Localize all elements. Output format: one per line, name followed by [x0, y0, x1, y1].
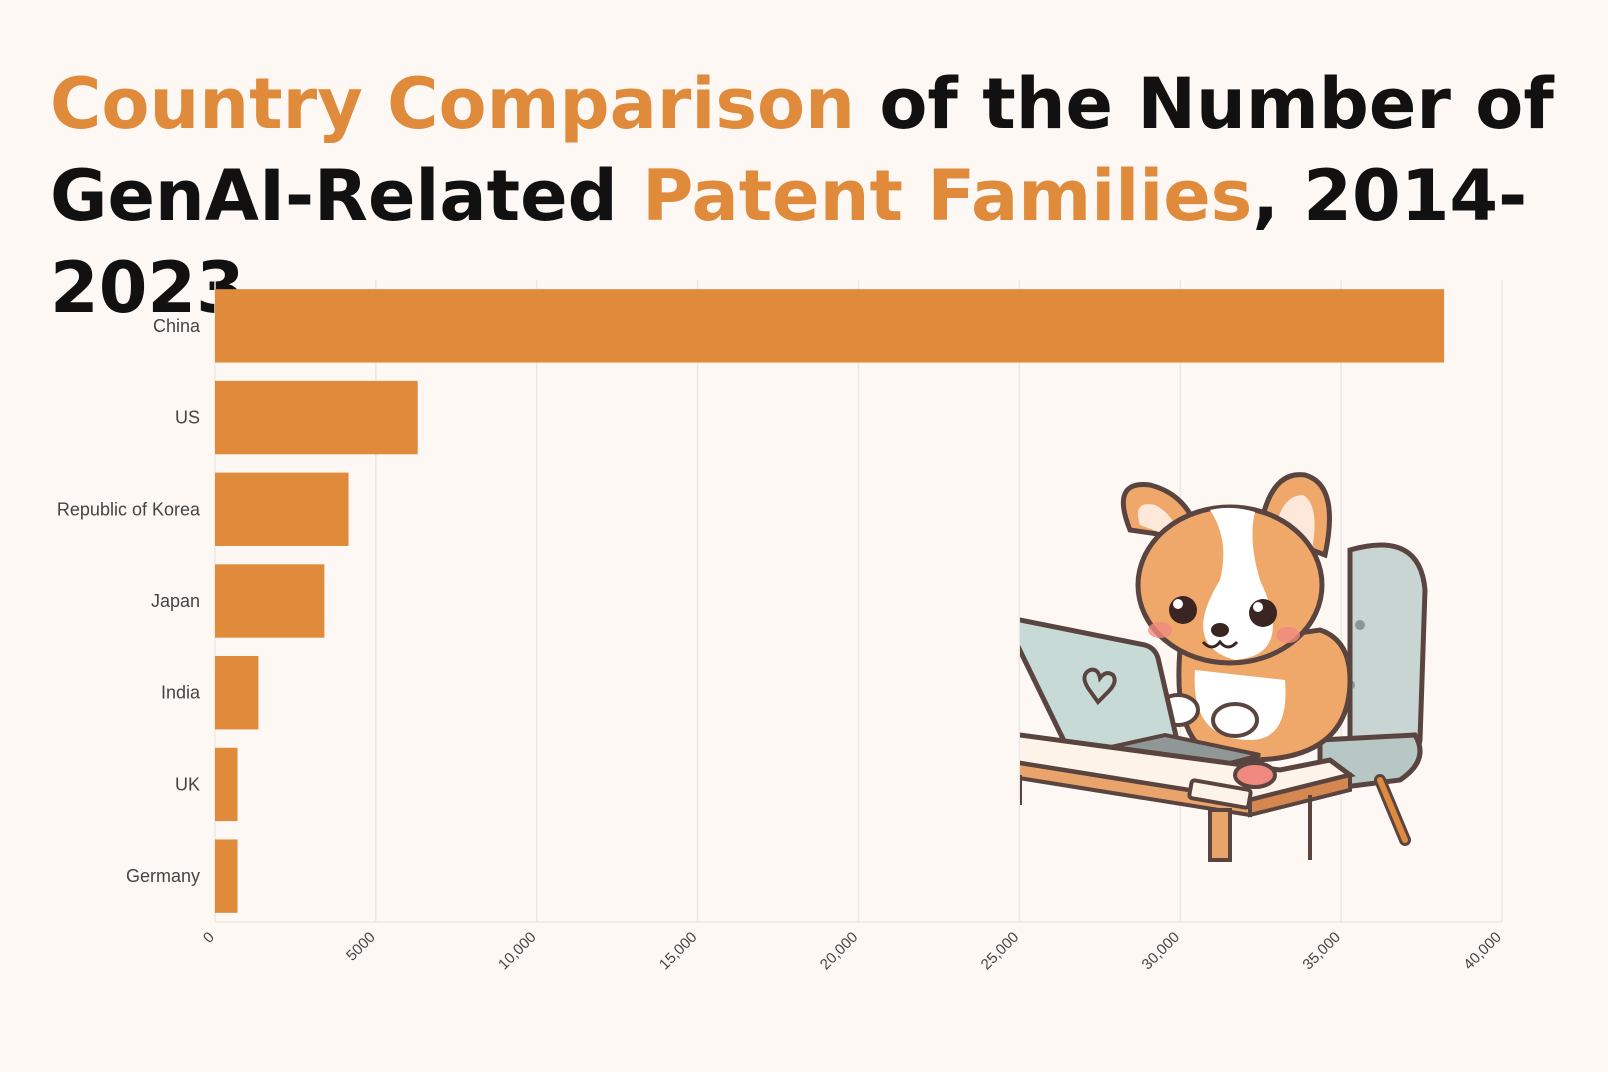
x-tick-label: 35,000 — [1299, 929, 1343, 973]
title-highlight-1: Country Comparison — [50, 63, 855, 145]
desk-icon — [1020, 732, 1356, 862]
x-tick-label: 30,000 — [1139, 929, 1183, 973]
category-label: US — [175, 408, 200, 428]
category-label: UK — [175, 774, 200, 794]
x-tick-label: 15,000 — [656, 929, 700, 973]
bar-japan[interactable] — [215, 564, 325, 638]
x-tick-label: 0 — [200, 929, 218, 947]
category-label: Republic of Korea — [57, 499, 201, 519]
x-tick-label: 10,000 — [495, 929, 539, 973]
category-labels: China US Republic of Korea Japan India UK Germ… — [57, 316, 201, 886]
bar-republic-of-korea[interactable] — [215, 472, 349, 546]
category-label: Germany — [126, 866, 200, 886]
category-label: India — [161, 683, 201, 703]
x-tick-label: 5000 — [343, 929, 379, 965]
bar-india[interactable] — [215, 656, 259, 730]
x-tick-label: 20,000 — [817, 929, 861, 973]
title-text-1: of the Number of — [854, 63, 1554, 145]
x-tick-label: 40,000 — [1460, 929, 1504, 973]
chart-title: Country Comparison of the Number of GenA… — [50, 58, 1570, 334]
x-tick-label: 25,000 — [978, 929, 1022, 973]
x-tick-labels: 0 5000 10,000 15,000 20,000 25,000 30,000 35,00… — [200, 929, 1505, 973]
title-text-2: GenAI-Related — [50, 155, 643, 237]
title-text-3: , 2014-2023 — [50, 155, 1528, 329]
bar-us[interactable] — [215, 380, 418, 455]
bar-germany[interactable] — [215, 839, 238, 913]
bar-uk[interactable] — [215, 747, 238, 822]
bar-china[interactable] — [215, 289, 1445, 363]
category-label: Japan — [151, 591, 200, 611]
title-highlight-2: Patent Families — [642, 155, 1253, 237]
category-label: China — [153, 316, 201, 336]
bars — [215, 289, 1445, 913]
corgi-laptop-illustration — [1020, 472, 1428, 862]
